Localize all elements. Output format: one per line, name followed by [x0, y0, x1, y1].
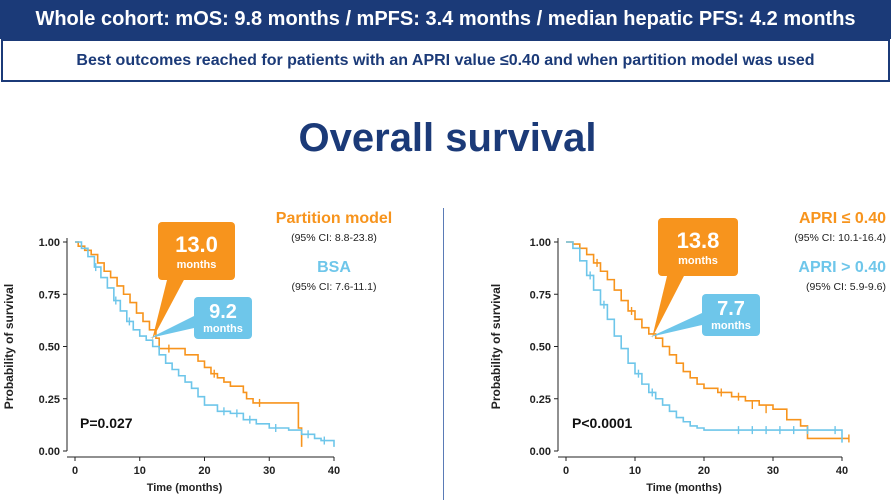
- legend-ci: (95% CI: 8.8-23.8): [291, 232, 377, 244]
- median-value: 9.2: [209, 301, 237, 323]
- y-tick-label: 0.50: [530, 342, 551, 354]
- p-value: P=0.027: [80, 415, 133, 431]
- y-tick-label: 0.75: [530, 289, 551, 301]
- y-tick-label: 0.00: [530, 446, 551, 458]
- km-curve-orange: [75, 241, 303, 447]
- y-axis-label: Probability of survival: [489, 284, 503, 409]
- subtitle-banner: Best outcomes reached for patients with …: [1, 39, 890, 82]
- legend-name: Partition model: [276, 210, 392, 227]
- y-tick-label: 1.00: [530, 237, 551, 249]
- median-unit: months: [711, 320, 751, 332]
- median-value: 13.0: [175, 232, 218, 257]
- y-tick-label: 0.75: [39, 289, 60, 301]
- median-callout-pointer: [650, 313, 702, 337]
- x-tick-label: 20: [698, 465, 710, 477]
- y-tick-label: 0.25: [530, 394, 551, 406]
- summary-banner: Whole cohort: mOS: 9.8 months / mPFS: 3.…: [0, 0, 891, 39]
- median-callout-box: [702, 294, 760, 336]
- km-curve-blue: [75, 241, 335, 447]
- x-tick-label: 20: [198, 465, 210, 477]
- x-tick-label: 30: [263, 465, 275, 477]
- median-unit: months: [678, 255, 718, 267]
- median-callout-pointer: [652, 272, 686, 338]
- legend-ci: (95% CI: 10.1-16.4): [794, 232, 886, 244]
- median-callout-pointer: [152, 276, 186, 340]
- x-tick-label: 10: [629, 465, 641, 477]
- y-tick-label: 0.25: [39, 394, 60, 406]
- x-tick-label: 40: [836, 465, 848, 477]
- median-callout-box: [194, 297, 252, 339]
- median-value: 7.7: [717, 298, 745, 320]
- legend-name: APRI > 0.40: [798, 259, 886, 276]
- page-title: Overall survival: [298, 116, 597, 160]
- p-value: P<0.0001: [572, 415, 633, 431]
- x-tick-label: 0: [563, 465, 569, 477]
- x-tick-label: 10: [134, 465, 146, 477]
- km-curve-orange: [566, 241, 849, 440]
- x-tick-label: 0: [72, 465, 78, 477]
- x-axis-label: Time (months): [147, 482, 223, 494]
- legend-ci: (95% CI: 7.6-11.1): [291, 281, 376, 293]
- x-tick-label: 30: [767, 465, 779, 477]
- y-tick-label: 0.50: [39, 342, 60, 354]
- subtitle-text: Best outcomes reached for patients with …: [76, 51, 815, 69]
- y-axis-label: Probability of survival: [2, 284, 16, 409]
- legend-name: APRI ≤ 0.40: [799, 210, 886, 227]
- median-callout-box: [158, 222, 235, 280]
- median-unit: months: [203, 323, 243, 335]
- panel-divider: [443, 208, 444, 500]
- legend-ci: (95% CI: 5.9-9.6): [806, 281, 886, 293]
- median-callout-box: [658, 218, 738, 276]
- median-unit: months: [177, 259, 217, 271]
- y-tick-label: 0.00: [39, 446, 60, 458]
- median-value: 13.8: [677, 228, 720, 253]
- median-callout-pointer: [150, 316, 194, 338]
- x-tick-label: 40: [328, 465, 340, 477]
- summary-text: Whole cohort: mOS: 9.8 months / mPFS: 3.…: [35, 8, 856, 30]
- x-axis-label: Time (months): [646, 482, 722, 494]
- legend-name: BSA: [317, 259, 351, 276]
- y-tick-label: 1.00: [39, 237, 60, 249]
